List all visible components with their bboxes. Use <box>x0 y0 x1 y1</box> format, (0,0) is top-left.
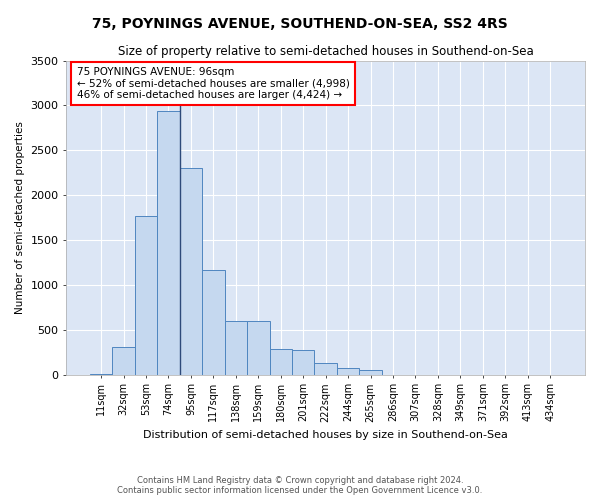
Bar <box>112 347 135 374</box>
Bar <box>135 216 157 374</box>
Bar <box>269 349 292 374</box>
Text: 75 POYNINGS AVENUE: 96sqm
← 52% of semi-detached houses are smaller (4,998)
46% : 75 POYNINGS AVENUE: 96sqm ← 52% of semi-… <box>77 67 350 100</box>
Bar <box>359 370 382 374</box>
Bar <box>337 368 359 374</box>
Text: 75, POYNINGS AVENUE, SOUTHEND-ON-SEA, SS2 4RS: 75, POYNINGS AVENUE, SOUTHEND-ON-SEA, SS… <box>92 18 508 32</box>
Bar <box>224 320 247 374</box>
Bar <box>247 320 269 374</box>
Bar <box>314 363 337 374</box>
Bar <box>180 168 202 374</box>
Text: Contains HM Land Registry data © Crown copyright and database right 2024.
Contai: Contains HM Land Registry data © Crown c… <box>118 476 482 495</box>
X-axis label: Distribution of semi-detached houses by size in Southend-on-Sea: Distribution of semi-detached houses by … <box>143 430 508 440</box>
Bar <box>202 270 224 374</box>
Y-axis label: Number of semi-detached properties: Number of semi-detached properties <box>15 121 25 314</box>
Bar <box>292 350 314 374</box>
Title: Size of property relative to semi-detached houses in Southend-on-Sea: Size of property relative to semi-detach… <box>118 45 533 58</box>
Bar <box>157 111 180 374</box>
